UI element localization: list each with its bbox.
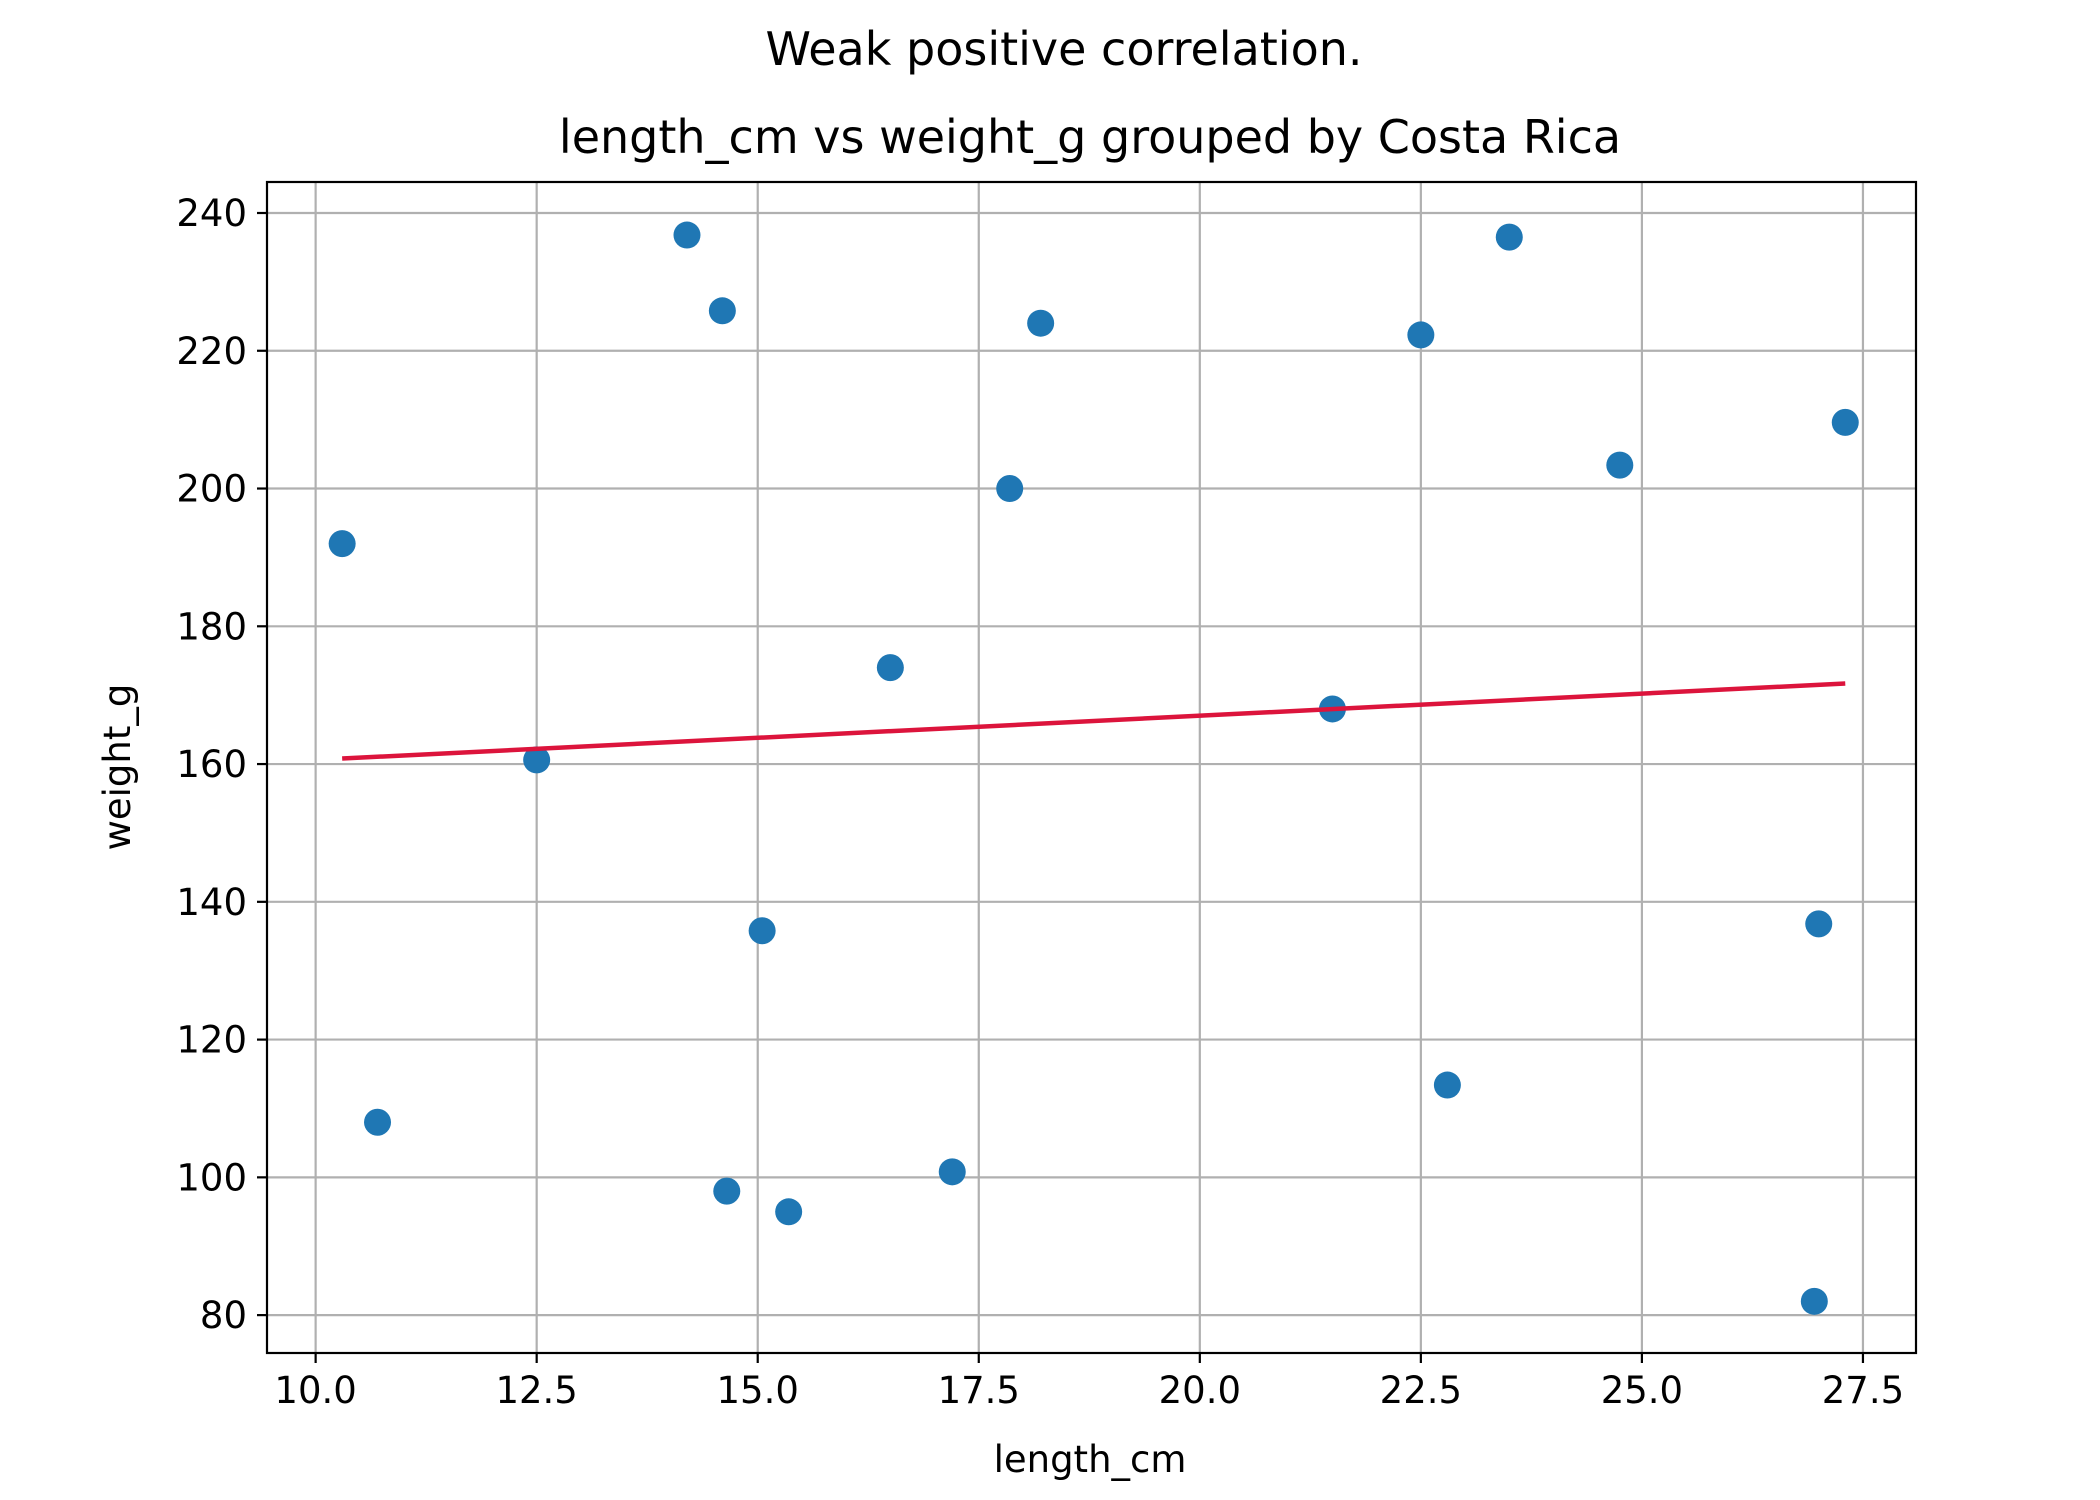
y-tick-label: 240 [176,192,247,235]
scatter-point [1831,408,1859,436]
plot-area [328,221,1859,1315]
x-tick-label: 27.5 [1822,1369,1904,1412]
x-tick-label: 10.0 [274,1369,356,1412]
scatter-point [996,475,1024,503]
x-tick-label: 25.0 [1601,1369,1683,1412]
x-axis-label: length_cm [994,1438,1187,1481]
scatter-point [1800,1287,1828,1315]
scatter-point [1027,309,1055,337]
x-tick-label: 15.0 [717,1369,799,1412]
axis-ticks: 10.0 12.5 15.0 17.5 20.0 22.5 25.0 27.5 80 100 120… [176,192,1904,1412]
y-axis-label: weight_g [96,684,139,851]
y-tick-label: 160 [176,743,247,786]
y-tick-label: 100 [176,1156,247,1199]
scatter-point [1407,321,1435,349]
scatter-point [708,297,736,325]
scatter-point [364,1108,392,1136]
scatter-point [1606,451,1634,479]
scatter-point [713,1177,741,1205]
scatter-point [876,654,904,682]
scatter-point [523,746,551,774]
axes-frame [265,180,1918,1355]
chart-suptitle: Weak positive correlation. [765,22,1362,76]
y-tick-label: 80 [200,1294,247,1337]
scatter-point [673,221,701,249]
x-tick-label: 22.5 [1380,1369,1462,1412]
x-tick-label: 17.5 [938,1369,1020,1412]
y-tick-label: 120 [176,1019,247,1062]
trend-line [342,681,1846,761]
scatter-point [1805,910,1833,938]
y-tick-label: 140 [176,881,247,924]
chart-title: length_cm vs weight_g grouped by Costa R… [559,110,1621,164]
scatter-point [938,1158,966,1186]
grid [267,182,1916,1353]
scatter-point [748,917,776,945]
y-tick-label: 220 [176,330,247,373]
scatter-point [328,530,356,558]
scatter-point [775,1198,803,1226]
scatter-point [1495,223,1523,251]
x-tick-label: 20.0 [1159,1369,1241,1412]
y-tick-label: 180 [176,605,247,648]
scatter-point [1433,1071,1461,1099]
y-tick-label: 200 [176,468,247,511]
x-tick-label: 12.5 [495,1369,577,1412]
